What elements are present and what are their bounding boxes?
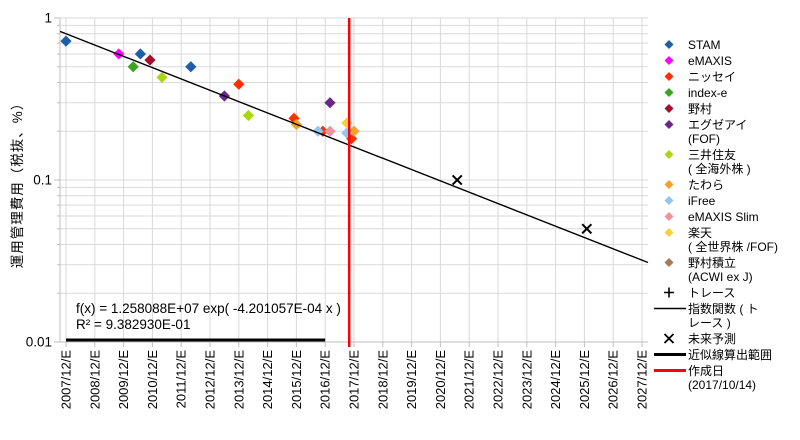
legend-label: エグゼアイ (FOF) [688,118,748,146]
legend-label: トレース [688,286,736,300]
x-tick-label: 2017/12/E [347,350,362,410]
data-point-ニッセイ [346,133,358,145]
data-point-ニッセイ [233,78,245,90]
x-tick-label: 2024/12/E [548,350,563,410]
legend-item-1: eMAXIS [652,54,800,68]
legend-label: 作成日 (2017/10/14) [688,364,757,392]
legend-item-16: 作成日 (2017/10/14) [652,364,800,392]
y-tick-label: 1 [44,11,52,26]
legend-label: eMAXIS Slim [688,210,759,224]
x-tick-label: 2010/12/E [145,350,160,410]
legend-label: eMAXIS [688,54,733,68]
legend-item-13: 指数関数 ( トレース ) [652,302,800,330]
x-tick-label: 2018/12/E [375,350,390,410]
x-tick-label: 2014/12/E [260,350,275,410]
legend-marker-plus [664,287,674,298]
x-tick-label: 2013/12/E [231,350,246,410]
forecast-x-marker [451,174,463,186]
legend-item-11: 野村積立 (ACWI ex J) [652,256,800,284]
x-tick-label: 2023/12/E [519,350,534,410]
legend-label: 未来予測 [688,332,737,346]
legend-label: 近似線算出範囲 [688,348,773,362]
legend-marker-diamond [664,228,674,237]
x-tick-label: 2007/12/E [59,350,74,410]
legend-label: 三井住友( 全海外株 ) [688,148,751,176]
legend-marker-diamond [664,212,674,221]
legend-label: STAM [688,38,721,52]
legend-item-9: eMAXIS Slim [652,210,800,224]
x-tick-label: 2009/12/E [116,350,131,410]
data-point-STAM [134,48,146,60]
legend-label: 野村 [688,102,713,116]
legend-item-14: 未来予測 [652,332,800,346]
legend-item-2: ニッセイ [652,70,800,84]
y-tick-label: 0.01 [26,335,52,350]
fit-equation-box: f(x) = 1.258088E+07 exp( -4.201057E-04 x… [76,301,341,333]
legend-item-12: トレース [652,286,800,300]
legend-marker-diamond [664,180,674,189]
legend-item-6: 三井住友( 全海外株 ) [652,148,800,176]
legend-marker-diamond [664,40,674,49]
legend-marker-diamond [664,88,674,97]
x-tick-label: 2022/12/E [491,350,506,410]
legend-item-3: index-e [652,86,800,100]
legend-item-0: STAM [652,38,800,52]
legend-marker-diamond [664,196,674,205]
x-tick-label: 2019/12/E [404,350,419,410]
x-tick-label: 2011/12/E [174,350,189,409]
data-point-三井住友(全海外株) [242,109,254,122]
data-point-STAM [185,61,197,73]
legend-marker-diamond [664,56,674,65]
legend-label: index-e [688,86,728,100]
legend-label: 楽天( 全世界株 /FOF) [688,226,778,254]
y-tick-label: 0.1 [33,173,52,188]
data-point-iFree [341,127,353,139]
legend-item-10: 楽天( 全世界株 /FOF) [652,226,800,254]
data-point-三井住友(全海外株) [156,71,168,83]
legend-label: ニッセイ [688,70,737,84]
legend-marker-diamond [664,72,674,81]
data-point-index-e [127,61,139,73]
x-tick-label: 2016/12/E [318,350,333,410]
legend-marker-diamond [664,258,674,267]
legend-label: iFree [688,194,716,208]
x-tick-label: 2027/12/E [635,350,650,410]
x-tick-label: 2008/12/E [87,350,102,410]
forecast-x-marker [581,223,593,235]
x-tick-label: 2012/12/E [203,350,218,410]
legend-label: 指数関数 ( トレース ) [688,302,759,330]
data-point-エグゼアイ(FOF) [324,97,336,109]
legend-label: たわら [688,178,725,192]
data-point-野村 [144,54,156,66]
x-tick-label: 2020/12/E [433,350,448,410]
legend-marker-thickline [654,353,686,356]
legend-item-4: 野村 [652,102,800,116]
r-squared-text: R² = 9.382930E-01 [76,317,191,332]
legend-item-8: iFree [652,194,800,208]
chart-legend: STAM eMAXIS ニッセイ index-e 野村エグゼアイ (FOF) 三井住友( 全… [652,38,800,394]
x-tick-label: 2021/12/E [462,350,477,410]
legend-marker-line [654,307,686,310]
legend-label: 野村積立 (ACWI ex J) [688,256,753,284]
fit-equation-text: f(x) = 1.258088E+07 exp( -4.201057E-04 x… [76,301,341,316]
legend-marker-thickline [654,369,686,372]
y-axis-title: 運用管理費用（税抜、%） [10,95,25,269]
legend-item-5: エグゼアイ (FOF) [652,118,800,146]
legend-item-15: 近似線算出範囲 [652,348,800,362]
x-tick-label: 2015/12/E [289,350,304,410]
x-tick-label: 2026/12/E [606,350,621,410]
data-point-楽天(全世界株/FOF) [341,117,353,129]
legend-marker-diamond [664,120,674,129]
trend-line [59,30,649,264]
legend-item-7: たわら [652,178,800,192]
legend-marker-x [663,333,675,344]
legend-marker-diamond [664,104,674,113]
x-tick-label: 2025/12/E [577,350,592,410]
legend-marker-diamond [664,150,674,159]
data-point-eMAXIS Slim [324,125,336,137]
data-point-STAM [60,35,72,47]
